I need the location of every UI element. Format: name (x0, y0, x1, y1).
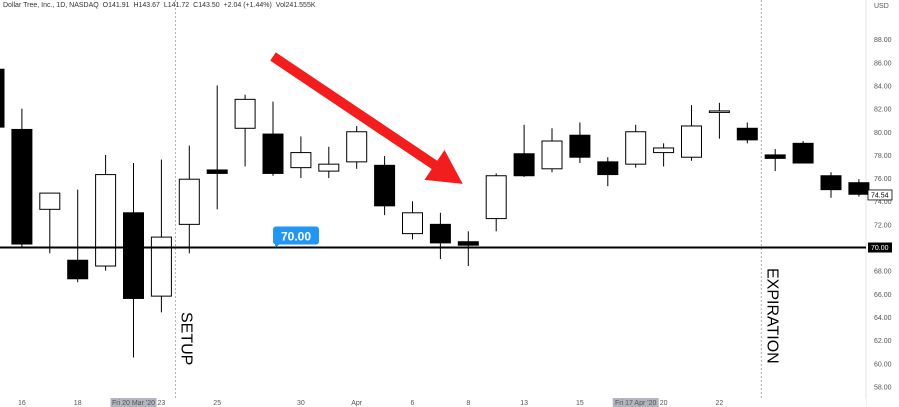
candle-body-up[interactable] (234, 98, 256, 129)
candle-body-down[interactable] (262, 133, 284, 174)
candle-body-down[interactable] (569, 134, 591, 158)
vertical-marker-label: EXPIRATION (763, 268, 780, 364)
candle-body-down[interactable] (848, 182, 870, 195)
y-tick-label: 74.00 (874, 199, 892, 206)
x-tick-label: Apr (351, 400, 363, 407)
x-tick-label: 20 (660, 400, 668, 407)
line-label-pointer (275, 243, 281, 248)
line-label-badge (273, 226, 319, 245)
ohlc-open: O141.91 (102, 2, 130, 9)
candle-body-up[interactable] (178, 178, 200, 225)
candle-body-down[interactable] (123, 212, 144, 299)
y-tick-label: 60.00 (874, 361, 892, 368)
candle-body-down[interactable] (764, 154, 786, 159)
x-tick-label: 23 (158, 400, 166, 407)
axis-line-badge (868, 242, 892, 253)
candle-body-down[interactable] (11, 128, 33, 245)
candle-body-up[interactable] (39, 192, 61, 210)
candle-body-up[interactable] (318, 163, 340, 172)
candle-body-up[interactable] (95, 174, 117, 267)
y-tick-label: 72.00 (874, 222, 892, 229)
y-tick-label: 66.00 (874, 292, 892, 299)
x-tick-label: 16 (18, 400, 26, 407)
candle-body-down[interactable] (597, 161, 619, 176)
symbol-info: Dollar Tree, Inc., 1D, NASDAQ (3, 2, 99, 9)
chart-header: Dollar Tree, Inc., 1D, NASDAQ O141.91 H1… (3, 2, 318, 9)
volume: Vol241.555K (275, 2, 316, 9)
x-tick-label: 30 (297, 400, 305, 407)
red-arrow (270, 52, 463, 184)
y-tick-label: 62.00 (874, 338, 892, 345)
candle-body-up[interactable] (541, 140, 563, 170)
x-tick-label: 18 (74, 400, 82, 407)
y-tick-label: 58.00 (874, 384, 892, 391)
last-price-badge (867, 189, 893, 201)
x-tick-label: 22 (716, 400, 724, 407)
x-tick-label: 15 (576, 400, 584, 407)
y-tick-label: 88.00 (874, 37, 892, 44)
candle-body-down[interactable] (513, 153, 535, 177)
y-tick-label: 80.00 (874, 130, 892, 137)
ohlc-close: C143.50 (193, 2, 220, 9)
y-tick-label: 64.00 (874, 315, 892, 322)
x-tick-label: Fri 17 Apr '20 (615, 400, 657, 407)
candle-body-up[interactable] (402, 212, 423, 235)
y-tick-label: 78.00 (874, 153, 892, 160)
x-tick-label: 13 (520, 400, 528, 407)
vertical-marker-label: SETUP (177, 312, 194, 365)
axis-line-badge-text: 70.00 (871, 245, 889, 252)
ohlc-low: L141.72 (163, 2, 190, 9)
candle-body-down[interactable] (429, 223, 451, 244)
currency-label: USD (874, 3, 889, 10)
candle-body-down[interactable] (820, 175, 842, 191)
y-tick-label: 68.00 (874, 269, 892, 276)
candle-body-up[interactable] (485, 175, 507, 220)
candle-body-down[interactable] (67, 259, 89, 280)
y-tick-label: 84.00 (874, 83, 892, 90)
line-label-text: 70.00 (281, 230, 311, 244)
x-tick-label: 6 (411, 400, 415, 407)
price-change: +2.04 (+1.44%) (223, 2, 272, 9)
x-axis-strip (0, 398, 866, 407)
candle-body-up[interactable] (150, 236, 172, 297)
last-price-text: 74.54 (871, 192, 889, 199)
candle-body-down[interactable] (792, 142, 814, 164)
candle-body-up[interactable] (346, 131, 368, 163)
candle-body-down[interactable] (736, 127, 758, 141)
y-tick-label: 82.00 (874, 107, 892, 114)
x-tick-label: 25 (213, 400, 221, 407)
candle-body-down[interactable] (374, 164, 396, 207)
candle-body-down[interactable] (206, 169, 228, 174)
x-tick-label: Fri 20 Mar '20 (112, 400, 155, 407)
x-tick-highlight (612, 398, 659, 407)
y-tick-label: 86.00 (874, 60, 892, 67)
ohlc-high: H143.67 (133, 2, 160, 9)
x-tick-highlight (110, 398, 157, 407)
candle-body-up[interactable] (653, 147, 675, 154)
y-tick-label: 76.00 (874, 176, 892, 183)
candle-body-up[interactable] (708, 110, 730, 113)
candle-body-up[interactable] (625, 131, 647, 165)
candle-body-down[interactable] (0, 68, 5, 128)
candle-body-down[interactable] (457, 241, 479, 246)
candle-body-up[interactable] (681, 125, 702, 158)
x-tick-label: 8 (466, 400, 470, 407)
candle-body-up[interactable] (290, 152, 312, 169)
